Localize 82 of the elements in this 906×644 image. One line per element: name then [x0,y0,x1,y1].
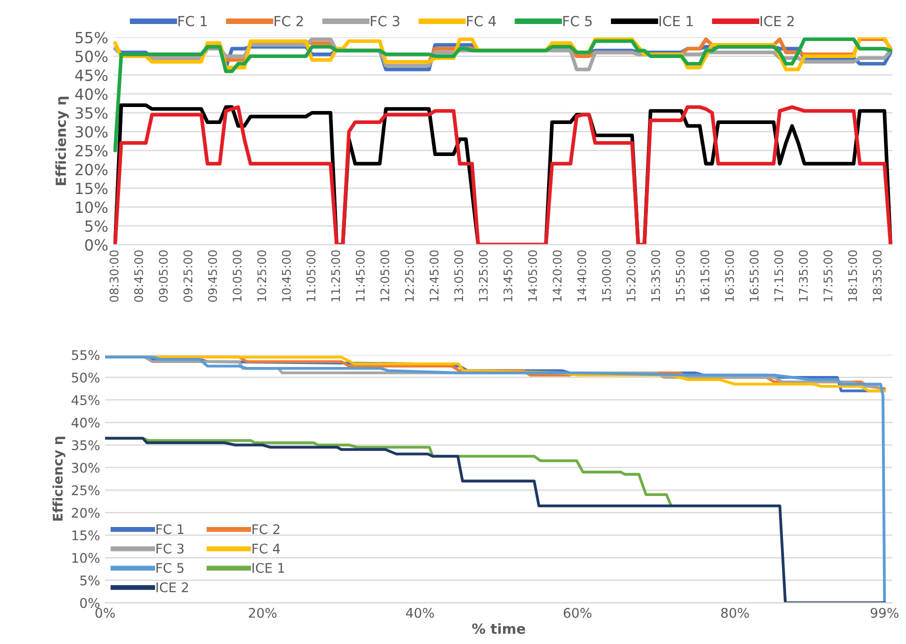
x-tick-label: 14:05:00 [528,250,538,302]
legend-label: FC 4 [252,544,280,554]
x-tick-label: 15:35:00 [651,250,660,302]
x-tick-label: 12:25:00 [405,250,414,302]
x-tick-label: 14:40:00 [577,250,586,302]
y-tick-label: 30% [72,462,100,473]
x-tick-label: 11:05:00 [306,250,316,302]
x-tick-label: 16:15:00 [700,250,710,302]
y-tick-label: 45% [75,70,108,82]
x-tick-label: 60% [564,608,592,618]
x-tick-label: 20% [248,608,276,618]
x-tick-label: 15:55:00 [676,250,685,302]
y-tick-label: 15% [72,530,100,540]
x-tick-label: 10:05:00 [232,250,242,302]
x-tick-label: 15:00:00 [602,250,611,302]
x-tick-label: 0% [96,608,115,618]
y-tick-label: 55% [72,350,100,360]
y-tick-label: 45% [72,395,100,406]
x-tick-label: 09:25:00 [183,250,192,302]
x-tick-label: 08:45:00 [134,250,144,302]
y-tick-label: 50% [76,50,108,62]
x-tick-label: 17:55:00 [824,250,832,302]
y-tick-label: 40% [72,418,100,428]
x-tick-label: 13:05:00 [454,250,464,302]
line-series [105,436,886,603]
y-axis-title: Efficiency η [52,436,66,521]
x-tick-label: 12:45:00 [430,250,439,302]
legend-label: FC 5 [156,562,184,573]
y-tick-label: 5% [80,575,100,586]
y-tick-label: 25% [76,144,108,156]
y-tick-label: 0% [85,239,108,251]
x-tick-label: 10:25:00 [257,250,266,302]
y-tick-label: 15% [76,182,108,194]
legend-label: FC 2 [252,524,280,534]
y-tick-label: 40% [75,88,108,100]
y-tick-label: 30% [76,126,108,138]
y-tick-label: 35% [76,107,108,119]
x-tick-label: 13:45:00 [503,250,512,302]
y-tick-label: 5% [85,220,108,232]
x-tick-label: 12:05:00 [380,250,390,302]
x-axis-title: % time [472,623,526,634]
y-tick-label: 20% [72,508,100,518]
x-tick-label: 40% [406,608,434,618]
y-tick-label: 25% [72,485,100,496]
x-tick-label: 10:45:00 [282,250,291,302]
y-axis-title: Efficiency η [55,96,69,186]
x-tick-label: 13:25:00 [478,250,488,302]
x-tick-label: 11:25:00 [331,250,340,302]
x-tick-label: 11:45:00 [356,250,365,302]
x-tick-label: 80% [721,608,749,618]
y-tick-label: 35% [72,440,100,450]
legend-label: FC 1 [156,524,184,534]
x-tick-label: 16:35:00 [725,250,734,302]
legend-label: ICE 1 [660,16,693,26]
x-tick-label: 15:20:00 [626,250,636,302]
y-tick-label: 20% [76,164,108,176]
x-tick-label: 17:35:00 [798,250,808,302]
x-tick-label: 09:45:00 [208,250,217,302]
x-tick-label: 18:35:00 [872,250,882,302]
line-series [113,37,892,152]
legend-label: ICE 2 [760,16,794,26]
x-tick-label: 16:55:00 [750,250,759,302]
y-tick-label: 0% [80,598,100,608]
legend-label: ICE 2 [156,582,188,592]
x-tick-label: 17:15:00 [774,250,784,302]
x-tick-label: 99% [870,608,898,618]
legend-label: FC 3 [156,544,184,554]
legend-label: FC 3 [370,16,400,26]
line-series [105,356,886,603]
y-tick-label: 50% [72,372,100,383]
y-tick-label: 10% [76,201,108,214]
legend-label: FC 5 [563,16,592,26]
x-tick-label: 14:20:00 [552,250,562,302]
x-tick-label: 08:30:00 [110,250,119,302]
legend-label: FC 2 [274,16,303,26]
legend-label: ICE 1 [252,562,284,573]
y-tick-label: 10% [72,552,100,563]
x-tick-label: 18:15:00 [848,250,858,302]
legend-label: FC 1 [178,16,207,26]
x-tick-label: 09:05:00 [158,250,168,302]
legend-label: FC 4 [467,16,496,26]
y-tick-label: 55% [76,32,108,44]
